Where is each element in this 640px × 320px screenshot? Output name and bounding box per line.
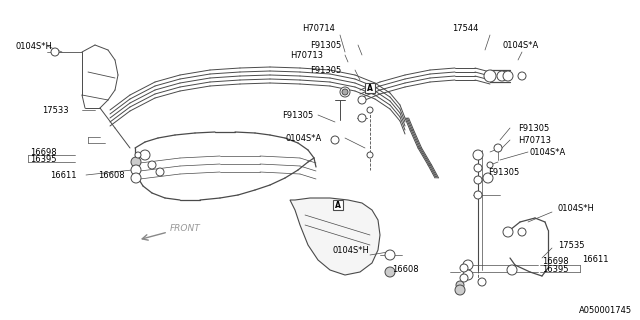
Circle shape [474,176,482,184]
Circle shape [507,265,517,275]
Bar [333,200,343,210]
Circle shape [367,107,373,113]
Text: H70713: H70713 [518,135,551,145]
Bar [365,83,375,93]
Circle shape [463,260,473,270]
Circle shape [148,161,156,169]
Text: 0104S*A: 0104S*A [285,133,321,142]
Circle shape [156,168,164,176]
Circle shape [455,285,465,295]
Circle shape [503,227,513,237]
Text: 0104S*H: 0104S*H [15,42,52,51]
Circle shape [358,96,366,104]
Circle shape [131,165,141,175]
Circle shape [487,162,493,168]
Circle shape [135,152,141,158]
Text: F91305: F91305 [310,66,341,75]
Text: 17535: 17535 [558,241,584,250]
Text: 17544: 17544 [452,23,478,33]
Text: 0104S*H: 0104S*H [558,204,595,212]
Text: F91305: F91305 [310,41,341,50]
Circle shape [140,150,150,160]
Text: 16698: 16698 [30,148,56,156]
Text: F91305: F91305 [488,167,519,177]
Circle shape [342,89,348,95]
Circle shape [460,274,468,282]
Circle shape [51,48,59,56]
Circle shape [483,173,493,183]
Text: 0104S*A: 0104S*A [530,148,566,156]
Text: FRONT: FRONT [170,223,201,233]
Circle shape [131,157,141,167]
Text: 0104S*H: 0104S*H [332,245,369,254]
Text: H70713: H70713 [290,51,323,60]
Circle shape [503,71,513,81]
Circle shape [358,114,366,122]
Text: 17533: 17533 [42,106,68,115]
Circle shape [518,72,526,80]
Text: 16395: 16395 [30,155,56,164]
Text: A: A [367,84,373,92]
Circle shape [474,164,482,172]
Circle shape [497,71,507,81]
Circle shape [385,267,395,277]
Text: F91305: F91305 [518,124,549,132]
Circle shape [473,150,483,160]
Text: 16608: 16608 [392,266,419,275]
Circle shape [494,144,502,152]
Text: H70714: H70714 [302,23,335,33]
Circle shape [484,70,496,82]
Text: 16698: 16698 [542,258,568,267]
Circle shape [474,191,482,199]
Circle shape [518,228,526,236]
Text: 16395: 16395 [542,266,568,275]
Circle shape [331,136,339,144]
Text: 16608: 16608 [98,171,125,180]
Circle shape [478,278,486,286]
Circle shape [460,264,468,272]
Circle shape [131,173,141,183]
Text: F91305: F91305 [282,110,313,119]
Circle shape [367,152,373,158]
Circle shape [385,250,395,260]
Text: 0104S*A: 0104S*A [502,41,538,50]
Text: 16611: 16611 [582,255,609,265]
Polygon shape [290,198,380,275]
Circle shape [456,281,464,289]
Text: A050001745: A050001745 [579,306,632,315]
Circle shape [340,87,350,97]
Circle shape [463,270,473,280]
Text: A: A [335,201,341,210]
Text: 16611: 16611 [50,171,77,180]
